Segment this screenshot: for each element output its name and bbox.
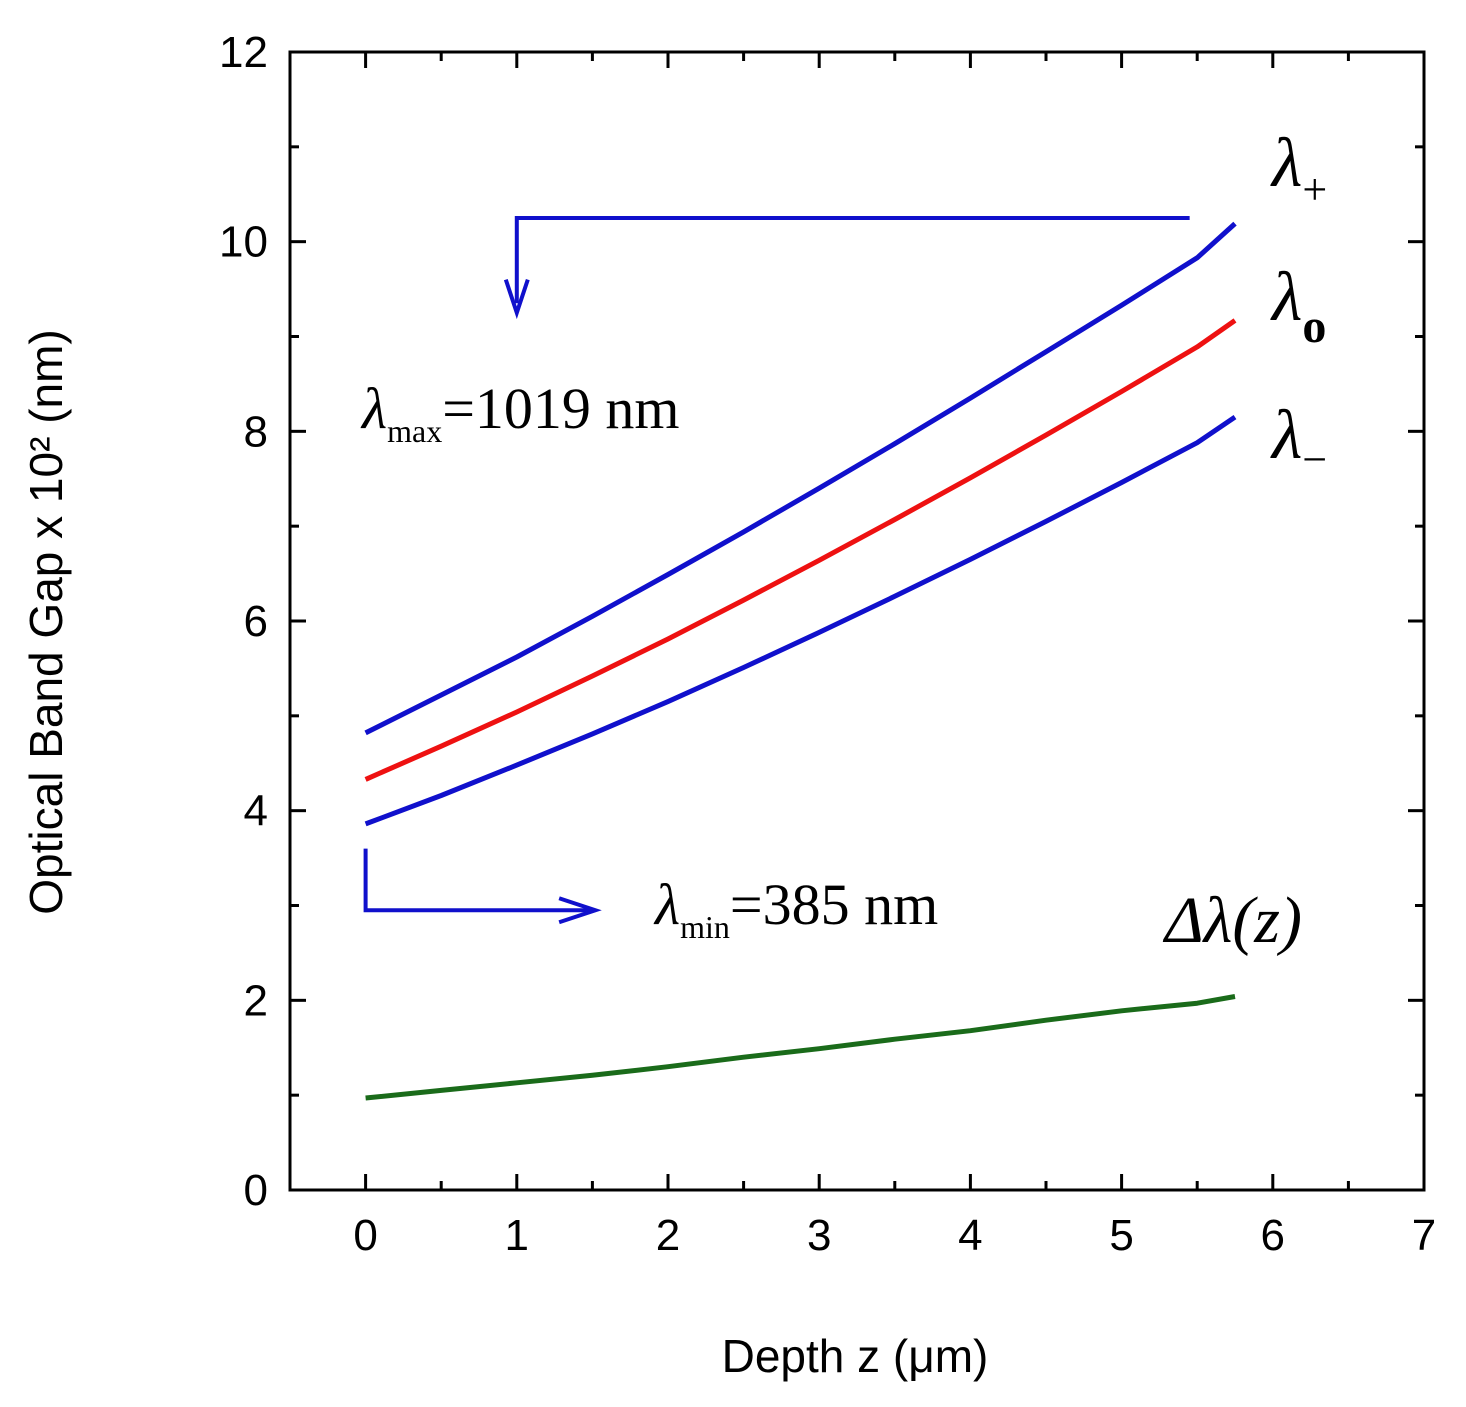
y-tick-label: 0	[244, 1166, 268, 1215]
series-line-lambda-plus	[364, 221, 1237, 736]
lambda-max-arrow	[514, 215, 1190, 304]
lambda-max-arrowhead	[503, 278, 530, 320]
y-tick-label: 4	[244, 787, 268, 836]
x-axis-title: Depth z (μm)	[722, 1330, 989, 1382]
x-tick-label: 6	[1261, 1211, 1285, 1260]
label-delta-lambda: Δλ(z)	[1162, 884, 1302, 957]
x-tick-label: 2	[656, 1211, 680, 1260]
label-lambda-min: λmin=385 nm	[653, 872, 938, 945]
data-series	[364, 221, 1237, 1101]
series-line-delta-lambda-z	[365, 994, 1236, 1101]
x-tick-label: 0	[353, 1211, 377, 1260]
x-tick-label: 5	[1109, 1211, 1133, 1260]
y-tick-label: 2	[244, 976, 268, 1025]
x-tick-label: 3	[807, 1211, 831, 1260]
label-lambda-o: λo	[1270, 259, 1326, 353]
y-tick-label: 12	[219, 28, 268, 77]
annotation-arrows	[363, 215, 1190, 925]
label-lambda-max: λmax=1019 nm	[360, 376, 680, 449]
y-tick-label: 10	[219, 218, 268, 267]
x-tick-label: 1	[505, 1211, 529, 1260]
x-tick-label: 7	[1412, 1211, 1436, 1260]
y-axis-title: Optical Band Gap x 10² (nm)	[20, 329, 72, 914]
lambda-min-arrow	[363, 848, 593, 913]
axis-ticks	[288, 50, 1426, 1192]
label-lambda-plus: λ+	[1270, 125, 1327, 214]
x-tick-label: 4	[958, 1211, 982, 1260]
label-lambda-minus: λ−	[1270, 397, 1327, 484]
y-tick-label: 8	[244, 407, 268, 456]
lambda-min-arrowhead	[558, 896, 602, 925]
plot-frame	[288, 50, 1426, 1192]
series-line-lambda-o	[364, 318, 1237, 782]
y-tick-label: 6	[244, 597, 268, 646]
series-line-lambda-minus	[364, 415, 1237, 827]
